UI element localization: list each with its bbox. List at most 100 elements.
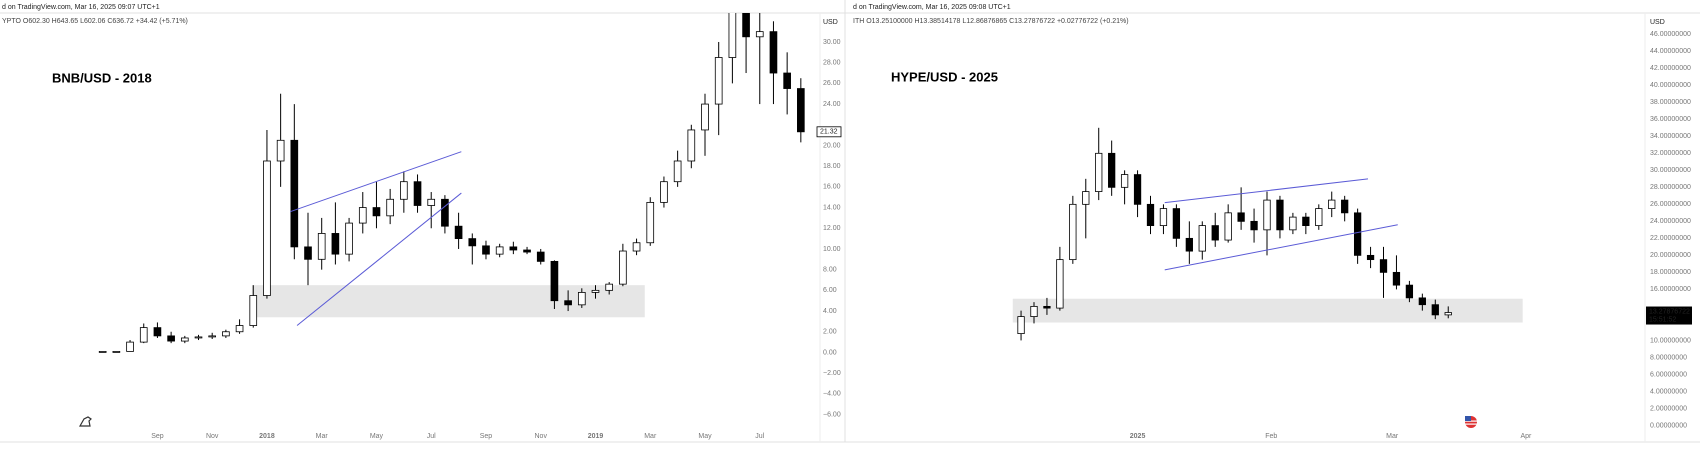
y-tick-label: 30.00000000	[1650, 167, 1691, 174]
y-tick-label: 36.00000000	[1650, 116, 1691, 123]
candle-body	[1431, 304, 1439, 316]
candle-body	[208, 335, 217, 338]
candle-body	[1302, 216, 1310, 227]
axis-unit: USD	[823, 19, 838, 26]
candle-body	[619, 250, 627, 285]
candle-body	[1405, 284, 1414, 299]
y-tick-label: 28.00000000	[1650, 184, 1691, 191]
candle-body	[1082, 191, 1090, 205]
candle-body	[413, 181, 422, 206]
y-tick-label: 2.00000000	[1650, 405, 1687, 412]
y-tick-label: 14.00	[823, 204, 841, 211]
logo-icon	[78, 416, 92, 427]
candle-body	[1366, 254, 1375, 261]
x-tick-label: Feb	[1265, 433, 1277, 440]
y-tick-label: 16.00000000	[1650, 286, 1691, 293]
last-price-box	[1646, 306, 1692, 325]
candle-body	[304, 246, 312, 260]
y-tick-label: 10.00000000	[1650, 337, 1691, 344]
candle-body	[290, 139, 299, 248]
y-tick-label: 8.00000000	[1650, 354, 1687, 361]
y-tick-label: 34.00000000	[1650, 133, 1691, 140]
candle-body	[1159, 208, 1168, 227]
candle-body	[646, 201, 655, 244]
x-tick-label: 2018	[259, 433, 275, 440]
candle-body	[550, 260, 559, 302]
candle-body	[783, 72, 791, 89]
y-tick-label: 12.00	[823, 225, 841, 232]
candle-body	[742, 13, 750, 38]
candle-body	[1043, 305, 1051, 309]
candle-body	[1056, 259, 1064, 309]
candle-body	[523, 249, 531, 253]
candle-body	[1198, 225, 1206, 252]
candle-body	[317, 233, 326, 260]
candle-body	[1211, 225, 1219, 241]
candle-body	[180, 337, 189, 342]
y-tick-label: 4.00000000	[1650, 388, 1687, 395]
x-tick-label: 2019	[588, 433, 604, 440]
candle-body	[1353, 212, 1362, 256]
y-tick-label: 26.00	[823, 80, 841, 87]
y-tick-label: 42.00000000	[1650, 65, 1691, 72]
x-tick-label: Jul	[427, 433, 436, 440]
candle-body	[482, 245, 490, 255]
support-zone	[251, 285, 645, 318]
candle-body	[235, 325, 244, 333]
y-tick-label: 46.00000000	[1650, 31, 1691, 38]
x-tick-label: Nov	[535, 433, 548, 440]
y-tick-label: 26.00000000	[1650, 201, 1691, 208]
x-tick-label: Sep	[151, 433, 164, 440]
y-tick-label: −2.00	[823, 370, 841, 377]
y-tick-label: 10.00	[823, 246, 841, 253]
plot-area	[98, 13, 805, 353]
candle-body	[1444, 312, 1452, 316]
trendline	[1164, 178, 1369, 204]
candle-body	[468, 238, 477, 247]
candle-body	[1108, 152, 1116, 188]
y-tick-label: 30.00	[823, 39, 841, 46]
last-price-box	[816, 126, 842, 138]
candle-body	[386, 198, 394, 217]
y-tick-label: 20.00000000	[1650, 252, 1691, 259]
y-tick-label: 8.00	[823, 267, 837, 274]
candle-body	[1263, 199, 1271, 231]
candle-body	[1315, 208, 1323, 227]
candle-body	[1030, 305, 1038, 317]
last-price-label: 21.32	[820, 129, 838, 136]
y-tick-label: 6.00000000	[1650, 371, 1687, 378]
axis-unit: USD	[1650, 19, 1665, 26]
y-tick-label: 18.00000000	[1650, 269, 1691, 276]
plot-area	[1012, 127, 1523, 341]
x-tick-label: Nov	[206, 433, 219, 440]
y-tick-label: −6.00	[823, 411, 841, 418]
candle-body	[139, 327, 148, 343]
trendline	[290, 151, 462, 213]
candle-body	[98, 351, 107, 353]
x-tick-label: May	[370, 433, 384, 440]
candle-body	[577, 292, 586, 306]
flag-icon[interactable]	[1465, 416, 1477, 428]
y-tick-label: 6.00	[823, 287, 837, 294]
x-tick-label: 2025	[1130, 433, 1146, 440]
y-tick-label: 0.00000000	[1650, 422, 1687, 429]
y-tick-label: 32.00000000	[1650, 150, 1691, 157]
candle-body	[728, 13, 737, 58]
y-tick-label: 22.00000000	[1650, 235, 1691, 242]
candle-body	[1341, 199, 1349, 214]
candle-body	[687, 129, 696, 162]
candle-body	[1185, 237, 1193, 252]
candle-body	[153, 327, 162, 337]
candle-body	[372, 207, 381, 217]
header-source: d on TradingView.com, Mar 16, 2025 09:07…	[2, 4, 160, 11]
candle-body	[112, 351, 121, 353]
candle-body	[509, 246, 518, 251]
candle-body	[755, 31, 764, 38]
candle-body	[400, 181, 408, 200]
x-tick-label: May	[698, 433, 712, 440]
candle-body	[660, 181, 668, 203]
y-tick-label: 18.00	[823, 163, 841, 170]
candle-body	[276, 139, 285, 162]
y-tick-label: 28.00	[823, 60, 841, 67]
